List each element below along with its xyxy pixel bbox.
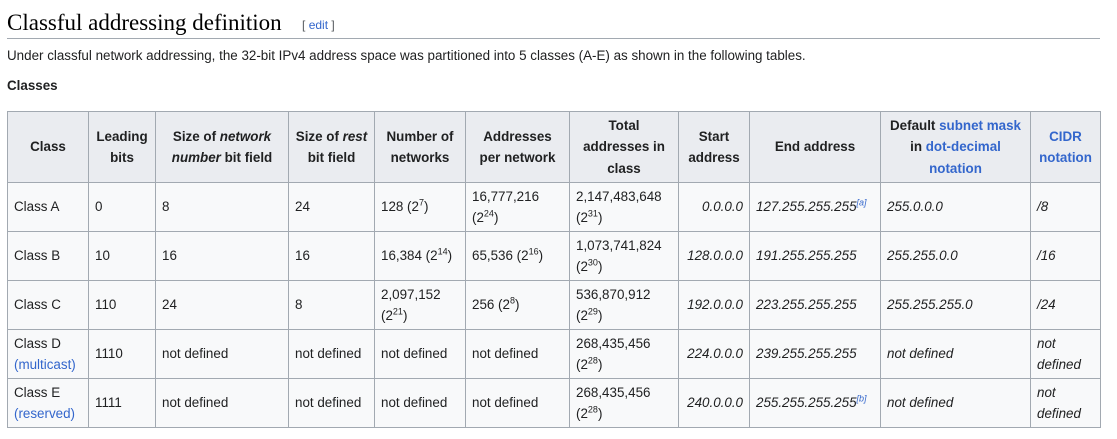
header-class: Class <box>7 111 89 183</box>
table-row: Class A 0 8 24 128 (27) 16,777,216 (224)… <box>7 182 1101 232</box>
dot-decimal-link[interactable]: dot-decimal notation <box>925 139 1001 176</box>
cell-leading-bits: 1110 <box>88 329 156 379</box>
table-caption: Classes <box>7 78 58 93</box>
cell-mask: 255.255.0.0 <box>880 231 1031 281</box>
intro-paragraph: Under classful network addressing, the 3… <box>7 48 806 63</box>
table-row: Class E (reserved) 1111 not defined not d… <box>7 378 1101 428</box>
header-subnet-mask: Default subnet mask in dot-decimal notat… <box>880 111 1031 183</box>
cell-cidr: not defined <box>1030 329 1101 379</box>
cell-mask: 255.0.0.0 <box>880 182 1031 232</box>
cell-network-bits: 24 <box>155 280 289 330</box>
cell-network-bits: 8 <box>155 182 289 232</box>
cell-start: 240.0.0.0 <box>678 378 750 428</box>
classes-table: Class Leading bits Size of network numbe… <box>7 111 1101 428</box>
table-row: Class B 10 16 16 16,384 (214) 65,536 (21… <box>7 231 1101 281</box>
cell-total: 268,435,456 (228) <box>569 329 679 379</box>
cell-cidr: /8 <box>1030 182 1101 232</box>
cell-mask: not defined <box>880 378 1031 428</box>
cell-leading-bits: 1111 <box>88 378 156 428</box>
cell-end: 191.255.255.255 <box>749 231 881 281</box>
cell-cidr: /16 <box>1030 231 1101 281</box>
cell-leading-bits: 0 <box>88 182 156 232</box>
cell-addresses: 65,536 (216) <box>465 231 570 281</box>
cell-total: 268,435,456 (228) <box>569 378 679 428</box>
cell-class: Class D (multicast) <box>7 329 89 379</box>
cidr-link[interactable]: CIDR notation <box>1039 128 1092 166</box>
cell-leading-bits: 110 <box>88 280 156 330</box>
edit-bracket-open: [ <box>302 18 306 32</box>
cell-end: 223.255.255.255 <box>749 280 881 330</box>
header-rest-field: Size of rest bit field <box>288 111 375 183</box>
header-leading-bits: Leading bits <box>88 111 156 183</box>
edit-bracket-close: ] <box>331 18 335 32</box>
cell-end: 255.255.255.255[b] <box>749 378 881 428</box>
cell-start: 0.0.0.0 <box>678 182 750 232</box>
cell-leading-bits: 10 <box>88 231 156 281</box>
cell-networks: 2,097,152 (221) <box>374 280 466 330</box>
cell-class: Class A <box>7 182 89 232</box>
cell-class: Class E (reserved) <box>7 378 89 428</box>
cell-total: 1,073,741,824 (230) <box>569 231 679 281</box>
cell-mask: not defined <box>880 329 1031 379</box>
cell-mask: 255.255.255.0 <box>880 280 1031 330</box>
header-total: Total addresses in class <box>569 111 679 183</box>
header-start: Start address <box>678 111 750 183</box>
cell-networks: 16,384 (214) <box>374 231 466 281</box>
header-network-field: Size of network number bit field <box>155 111 289 183</box>
cell-end: 127.255.255.255[a] <box>749 182 881 232</box>
header-addresses: Addresses per network <box>465 111 570 183</box>
cell-rest-bits: 8 <box>288 280 375 330</box>
section-title: Classful addressing definition <box>7 10 282 35</box>
cell-network-bits: 16 <box>155 231 289 281</box>
header-end: End address <box>749 111 881 183</box>
cell-class: Class C <box>7 280 89 330</box>
cell-addresses: 256 (28) <box>465 280 570 330</box>
section-heading: Classful addressing definition [ edit ] <box>7 7 1100 39</box>
footnote-link[interactable]: [a] <box>856 197 867 208</box>
table-row: Class C 110 24 8 2,097,152 (221) 256 (28… <box>7 280 1101 330</box>
cell-networks: not defined <box>374 329 466 379</box>
edit-link[interactable]: edit <box>308 18 329 32</box>
cell-start: 128.0.0.0 <box>678 231 750 281</box>
cell-networks: not defined <box>374 378 466 428</box>
cell-rest-bits: not defined <box>288 329 375 379</box>
cell-total: 2,147,483,648 (231) <box>569 182 679 232</box>
cell-network-bits: not defined <box>155 378 289 428</box>
cell-cidr: /24 <box>1030 280 1101 330</box>
cell-end: 239.255.255.255 <box>749 329 881 379</box>
footnote-link[interactable]: [b] <box>856 393 867 404</box>
table-row: Class D (multicast) 1110 not defined not … <box>7 329 1101 379</box>
class-note-link[interactable]: (reserved) <box>14 406 76 421</box>
cell-addresses: not defined <box>465 329 570 379</box>
cell-rest-bits: 24 <box>288 182 375 232</box>
cell-start: 224.0.0.0 <box>678 329 750 379</box>
cell-network-bits: not defined <box>155 329 289 379</box>
subnet-mask-link[interactable]: subnet mask <box>939 117 1021 133</box>
cell-total: 536,870,912 (229) <box>569 280 679 330</box>
cell-addresses: not defined <box>465 378 570 428</box>
header-networks: Number of networks <box>374 111 466 183</box>
edit-section: [ edit ] <box>302 18 335 32</box>
cell-rest-bits: 16 <box>288 231 375 281</box>
cell-class: Class B <box>7 231 89 281</box>
cell-cidr: not defined <box>1030 378 1101 428</box>
table-body: Class A 0 8 24 128 (27) 16,777,216 (224)… <box>7 182 1101 428</box>
class-note-link[interactable]: (multicast) <box>14 357 76 372</box>
header-row: Class Leading bits Size of network numbe… <box>7 111 1101 183</box>
cell-start: 192.0.0.0 <box>678 280 750 330</box>
cell-rest-bits: not defined <box>288 378 375 428</box>
cell-addresses: 16,777,216 (224) <box>465 182 570 232</box>
cell-networks: 128 (27) <box>374 182 466 232</box>
header-cidr: CIDR notation <box>1030 111 1101 183</box>
